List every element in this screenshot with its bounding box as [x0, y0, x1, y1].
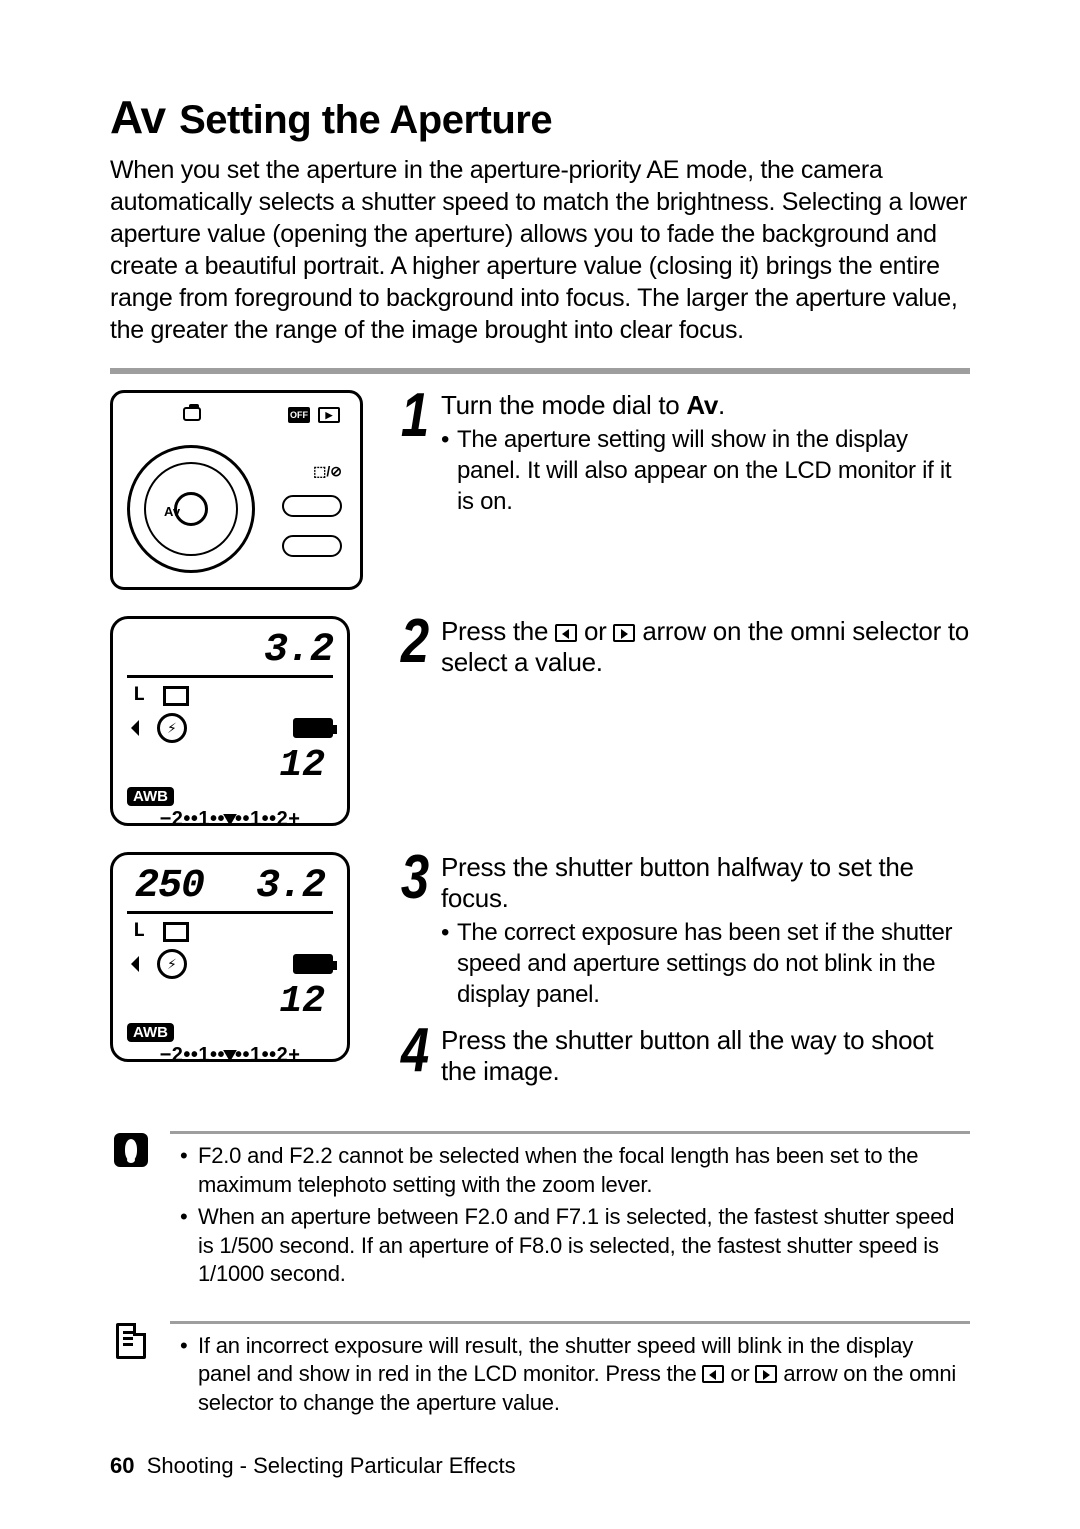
- step-bullet: The aperture setting will show in the di…: [457, 425, 970, 517]
- step-heading: Press the or arrow on the omni selector …: [441, 616, 970, 678]
- caution-item: When an aperture between F2.0 and F7.1 i…: [198, 1203, 970, 1289]
- step-3-4: 250 3.2 L ⚡ 12 AWB −2••1••••1••: [110, 852, 970, 1091]
- lcd-size: L: [133, 920, 145, 943]
- mode-label: Av: [110, 90, 165, 144]
- step-heading: Press the shutter button all the way to …: [441, 1025, 970, 1087]
- page-footer: 60 Shooting - Selecting Particular Effec…: [110, 1453, 516, 1479]
- right-arrow-icon: [613, 624, 635, 642]
- lcd-size: L: [133, 684, 145, 707]
- off-icon: OFF: [288, 407, 310, 423]
- lcd-panel-illustration: 3.2 L ⚡ 12 AWB −2••1••••1••2+: [110, 616, 350, 826]
- step-heading-text: Press the: [441, 616, 555, 646]
- page-number: 60: [110, 1453, 134, 1478]
- camera-button-outline: [282, 535, 342, 557]
- exposure-scale-left: −2••1••: [160, 1044, 225, 1066]
- note-icon: [116, 1323, 146, 1359]
- section-title: Shooting - Selecting Particular Effects: [147, 1453, 516, 1478]
- step-1: OFF ▶ ⬚/⊘ Av 1 Turn the mode dial to Av.: [110, 390, 970, 590]
- sound-icon: [131, 720, 147, 736]
- note-text: or: [724, 1361, 755, 1386]
- exposure-scale-left: −2••1••: [160, 808, 225, 830]
- step-number: 3: [394, 852, 433, 1011]
- caution-icon: [114, 1133, 148, 1167]
- mode-dial-av-label: Av: [164, 504, 180, 519]
- note-section: If an incorrect exposure will result, th…: [110, 1321, 970, 1422]
- step-2: 3.2 L ⚡ 12 AWB −2••1••••1••2+: [110, 616, 970, 826]
- lcd-aperture: 3.2: [256, 867, 325, 907]
- divider: [110, 368, 970, 374]
- play-icon: ▶: [318, 407, 340, 423]
- right-arrow-icon: [755, 1365, 777, 1383]
- left-arrow-icon: [555, 624, 577, 642]
- step-heading-text: .: [718, 390, 725, 420]
- camera-icon: [183, 407, 201, 421]
- step-number: 1: [394, 390, 433, 517]
- lcd-panel-illustration: 250 3.2 L ⚡ 12 AWB −2••1••••1••: [110, 852, 350, 1062]
- step-heading-text: or: [577, 616, 613, 646]
- step-heading: Turn the mode dial to Av.: [441, 390, 970, 421]
- flash-icon: ⚡: [157, 713, 187, 743]
- lcd-quality-icon: [163, 686, 189, 706]
- drive-timer-label: ⬚/⊘: [313, 463, 342, 480]
- note-divider: [170, 1131, 970, 1134]
- step-heading-text: Turn the mode dial to: [441, 390, 686, 420]
- mode-dial: Av: [127, 445, 255, 573]
- step-bullet: The correct exposure has been set if the…: [457, 918, 970, 1010]
- step-heading: Press the shutter button halfway to set …: [441, 852, 970, 914]
- note-divider: [170, 1321, 970, 1324]
- left-arrow-icon: [702, 1365, 724, 1383]
- lcd-shots: 12: [279, 983, 325, 1021]
- caution-item: F2.0 and F2.2 cannot be selected when th…: [198, 1142, 970, 1199]
- exposure-scale-right: ••1••2+: [235, 1044, 300, 1066]
- mode-name: Av: [686, 390, 718, 420]
- caution-section: F2.0 and F2.2 cannot be selected when th…: [110, 1131, 970, 1293]
- sound-icon: [131, 956, 147, 972]
- flash-icon: ⚡: [157, 949, 187, 979]
- battery-icon: [293, 954, 333, 974]
- step-number: 4: [394, 1025, 433, 1091]
- camera-button-outline: [282, 495, 342, 517]
- lcd-quality-icon: [163, 922, 189, 942]
- awb-badge: AWB: [127, 787, 174, 806]
- lcd-shots: 12: [279, 747, 325, 785]
- lcd-shutter: 250: [135, 867, 204, 907]
- step-number: 2: [394, 616, 433, 682]
- camera-top-illustration: OFF ▶ ⬚/⊘ Av: [110, 390, 363, 590]
- exposure-scale: −2••1•• ••1••2+: [127, 808, 333, 831]
- title-row: Av Setting the Aperture: [110, 90, 970, 144]
- awb-badge: AWB: [127, 1023, 174, 1042]
- intro-paragraph: When you set the aperture in the apertur…: [110, 154, 970, 346]
- lcd-aperture: 3.2: [264, 631, 333, 671]
- note-item: If an incorrect exposure will result, th…: [198, 1332, 970, 1418]
- exposure-scale-right: ••1••2+: [235, 808, 300, 830]
- page-title: Setting the Aperture: [179, 98, 552, 143]
- exposure-scale: −2••1•• ••1••2+: [127, 1044, 333, 1067]
- battery-icon: [293, 718, 333, 738]
